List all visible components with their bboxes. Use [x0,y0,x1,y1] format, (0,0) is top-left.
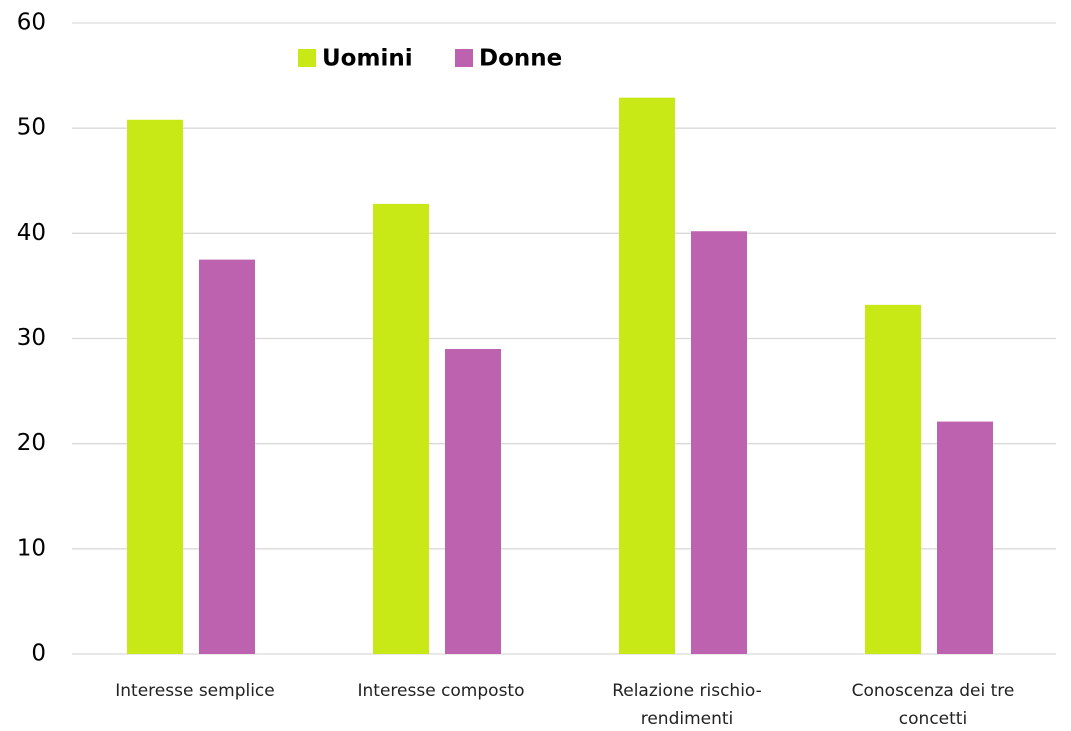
x-tick-label: Interesse semplice [115,681,275,701]
y-tick-label: 50 [17,115,46,141]
bar [199,259,255,654]
legend-swatch [455,49,473,67]
legend-label: Donne [479,46,562,72]
y-tick-label: 30 [17,325,46,351]
x-tick-label: Interesse composto [357,681,525,701]
bar [619,97,675,654]
y-tick-label: 0 [31,641,46,667]
bar [445,349,501,654]
bar [127,119,183,654]
x-tick-label: Relazione rischio-rendimenti [612,681,762,729]
x-tick-label: Conoscenza dei tre concetti [851,681,1015,729]
y-tick-label: 40 [17,220,46,246]
bar [691,231,747,655]
legend-label: Uomini [322,46,413,72]
y-tick-label: 60 [17,10,46,36]
y-tick-label: 10 [17,535,46,561]
bar [937,421,993,654]
bar [373,203,429,655]
bar [865,304,921,654]
y-tick-label: 20 [17,430,46,456]
legend-swatch [298,49,316,67]
